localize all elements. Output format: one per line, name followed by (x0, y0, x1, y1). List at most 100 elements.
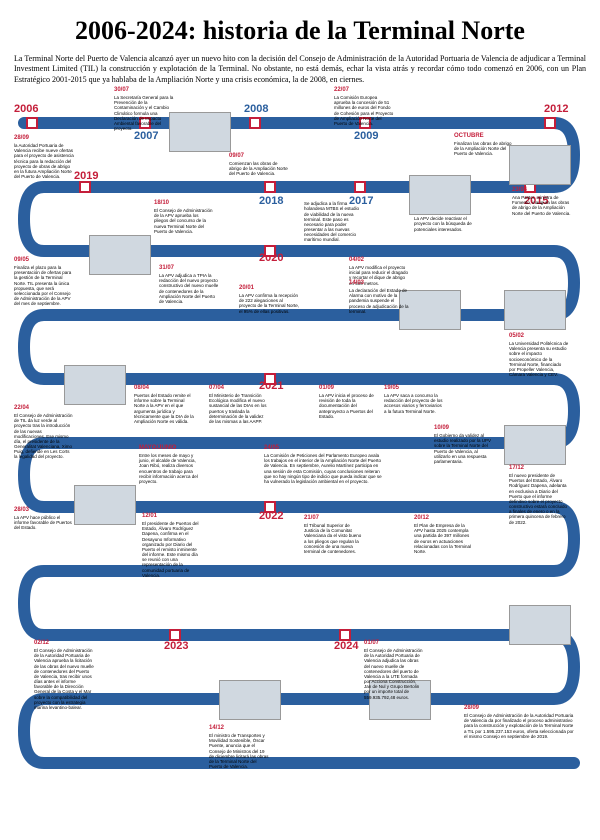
year-label: 2009 (354, 130, 378, 142)
timeline-marker (339, 629, 351, 641)
year-label: 2024 (334, 640, 358, 652)
timeline-marker (26, 117, 38, 129)
event-date: 01/07 (364, 640, 424, 647)
event-date: 28/03 (14, 507, 74, 514)
event-text: Entre los meses de mayo y junio, el alca… (139, 453, 198, 484)
event-date: 22/04 (14, 405, 74, 412)
event: 23/04Ana Pastor, ministra de Fomento, in… (512, 187, 572, 216)
event: 20/12El Plan de Empresa de la APV hasta … (414, 515, 474, 554)
event-date: 31/07 (159, 265, 219, 272)
event-date: 20/01 (239, 285, 299, 292)
timeline-marker (264, 245, 276, 257)
event: 18/10El Consejo de Administración de la … (154, 200, 214, 234)
event: 20/01La APV confirma la recepción de 222… (239, 285, 299, 314)
event-date: 19/05 (384, 385, 444, 392)
event: 09/05Finaliza el plazo para la presentac… (14, 257, 74, 306)
event-image (89, 235, 151, 275)
event-date: 14/12 (209, 725, 269, 732)
year-label: 2007 (134, 130, 158, 142)
timeline-marker (264, 501, 276, 513)
event-text: La Secretaría General para la Prevención… (114, 95, 173, 131)
page-title: 2006-2024: historia de la Terminal Norte (14, 16, 586, 46)
event-image (504, 290, 566, 330)
event-date: 02/12 (34, 640, 94, 647)
event-date: 28/09 (464, 705, 574, 712)
event: 01/09La APV inicia el proceso de revisió… (319, 385, 379, 419)
event-date: 22/07 (334, 87, 394, 94)
event-text: La declaración del Estado de Alarma con … (349, 288, 409, 314)
event-date: 05/02 (509, 333, 569, 340)
event: 22/07La Comisión Europea aprueba la conc… (334, 87, 394, 126)
event-date: 09/05 (14, 257, 74, 264)
event-text: La Universidad Politécnica de Valencia p… (509, 341, 568, 377)
intro-text: La Terminal Norte del Puerto de Valencia… (14, 54, 586, 85)
event-text: El Consejo de Administración de la Autor… (364, 648, 423, 700)
event-text: Finaliza el plazo para la presentación d… (14, 265, 71, 306)
event: 30/07La Secretaría General para la Preve… (114, 87, 174, 131)
event: 08/04Puertos del Estado remite el inform… (134, 385, 194, 424)
year-label: 2008 (244, 103, 268, 115)
event-image (74, 485, 136, 525)
event: 05/02La Universidad Politécnica de Valen… (509, 333, 569, 377)
event-text: Puertos del Estado remite el informe sob… (134, 393, 194, 424)
timeline-marker (544, 117, 556, 129)
event-date: OCTUBRE (454, 133, 514, 140)
event-text: Comienzan las obras de abrigo de la Ampl… (229, 161, 288, 176)
event-text: El Tribunal Superior de Justicia de la C… (304, 523, 361, 554)
event-image (504, 425, 566, 465)
event-text: Ana Pastor, ministra de Fomento, inaugur… (512, 195, 570, 216)
timeline-marker (264, 373, 276, 385)
year-label: 2012 (544, 103, 568, 115)
event-text: La Comisión Europea aprueba la concesión… (334, 95, 393, 126)
event: 28/09la Autoridad Portuaria de Valencia … (14, 135, 74, 179)
event-text: Se adjudica a la firma holandesa MTBS el… (304, 201, 359, 242)
event-text: La Comisión de Peticiones del Parlamento… (264, 453, 382, 484)
event: 28/09El Consejo de Administración de la … (464, 705, 574, 739)
event: La APV decide reactivar el proyecto con … (414, 215, 474, 232)
event: 19/05La APV saca a concurso la redacción… (384, 385, 444, 414)
event-date: 17/12 (509, 465, 569, 472)
event-date: 09/07 (229, 153, 289, 160)
event-text: La APV decide reactivar el proyecto con … (414, 216, 472, 231)
event: 10/09El Gobierno da validez al estudio r… (434, 425, 494, 464)
event-image (219, 680, 281, 720)
event-date: 28/09 (14, 135, 74, 142)
event: 07/04El Ministerio de Transición Ecológi… (209, 385, 269, 424)
timeline-marker (79, 181, 91, 193)
event-text: El Ministerio de Transición Ecológica mo… (209, 393, 267, 424)
event-date: 08/04 (134, 385, 194, 392)
event-image (169, 112, 231, 152)
event: 31/07La APV adjudica a TPIA la redacción… (159, 265, 219, 304)
event-text: La APV confirma la recepción de 222 aleg… (239, 293, 299, 314)
event-text: El ministro de Transportes y Movilidad S… (209, 733, 269, 769)
event-image (509, 605, 571, 645)
year-label: 2023 (164, 640, 188, 652)
event: 22/04El Consejo de Administración de TIL… (14, 405, 74, 459)
event-date: 14/03 (349, 280, 409, 287)
event: 14/12El ministro de Transportes y Movili… (209, 725, 269, 769)
event-date: 10/09 (434, 425, 494, 432)
event-text: La APV hace público el informe favorable… (14, 515, 72, 530)
event-date: 21/07 (304, 515, 364, 522)
event-text: El Consejo de Administración de la Autor… (34, 648, 94, 710)
event-date: 20/12 (414, 515, 474, 522)
event-text: La APV inicia el proceso de revisión de … (319, 393, 374, 419)
event: 01/07El Consejo de Administración de la … (364, 640, 424, 700)
event-image (509, 145, 571, 185)
event: 09/07Comienzan las obras de abrigo de la… (229, 153, 289, 176)
event-image (64, 365, 126, 405)
event: 28/03La APV hace público el informe favo… (14, 507, 74, 530)
event-text: El Gobierno da validez al estudio realiz… (434, 433, 491, 464)
event: MAYO/JUNIOEntre los meses de mayo y juni… (139, 445, 199, 484)
event-date: 04/02 (349, 257, 409, 264)
event-text: La APV adjudica a TPIA la redacción del … (159, 273, 218, 304)
event-text: El Plan de Empresa de la APV hasta 2025 … (414, 523, 471, 554)
event: 02/12El Consejo de Administración de la … (34, 640, 94, 710)
event: 12/01El presidente de Puertos del Estado… (142, 513, 202, 578)
event-text: El Consejo de Administración de la APV a… (154, 208, 213, 234)
event: OCTUBREFinalizan las obras de abrigo de … (454, 133, 514, 156)
event-date: MAYO/JUNIO (139, 445, 199, 452)
event: 14/03La declaración del Estado de Alarma… (349, 280, 409, 314)
year-label: 2006 (14, 103, 38, 115)
event-date: 01/09 (319, 385, 379, 392)
